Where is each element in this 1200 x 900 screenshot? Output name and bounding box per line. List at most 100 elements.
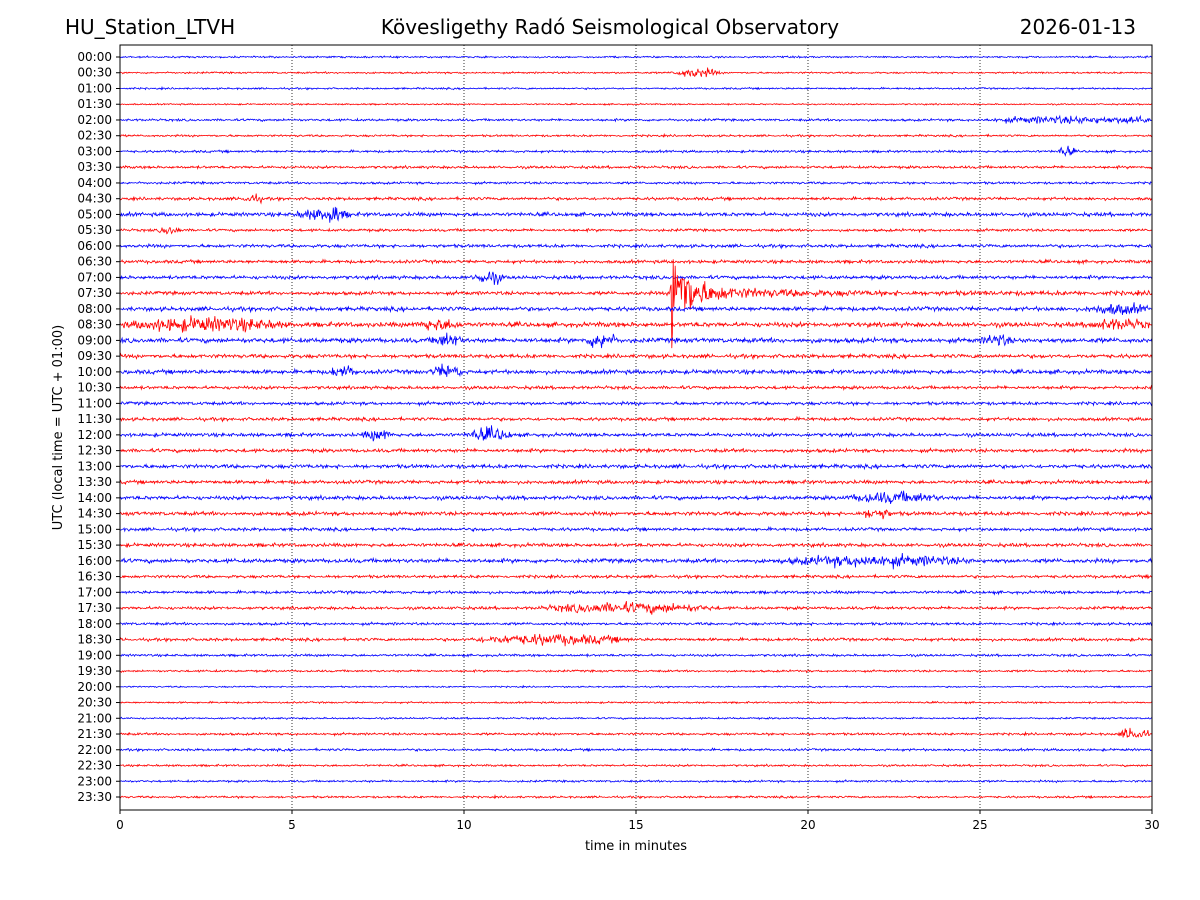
row-label: 00:00 xyxy=(77,50,112,64)
row-label: 06:30 xyxy=(77,255,112,269)
row-label: 12:00 xyxy=(77,428,112,442)
row-label: 04:00 xyxy=(77,176,112,190)
trace-2200 xyxy=(119,747,1153,753)
row-label: 22:00 xyxy=(77,743,112,757)
trace-0830 xyxy=(120,315,1153,333)
trace-0600 xyxy=(119,242,1153,250)
trace-2030 xyxy=(119,700,1153,705)
x-tick-label: 30 xyxy=(1144,818,1159,832)
row-label: 08:30 xyxy=(77,318,112,332)
x-tick-label: 5 xyxy=(288,818,296,832)
trace-0700 xyxy=(119,271,1153,285)
trace-1500 xyxy=(119,526,1153,533)
row-label: 23:00 xyxy=(77,774,112,788)
row-label: 05:00 xyxy=(77,207,112,221)
row-label: 12:30 xyxy=(77,444,112,458)
trace-1830 xyxy=(119,633,1153,647)
trace-1130 xyxy=(119,415,1153,423)
chart-title: Kövesligethy Radó Seismological Observat… xyxy=(380,15,840,39)
row-label: 14:00 xyxy=(77,491,112,505)
row-label: 11:00 xyxy=(77,396,112,410)
trace-0500 xyxy=(119,206,1153,223)
x-axis-label: time in minutes xyxy=(585,839,687,854)
trace-0730 xyxy=(119,259,1153,349)
row-label: 20:00 xyxy=(77,680,112,694)
row-label: 01:00 xyxy=(77,81,112,95)
trace-1600 xyxy=(120,552,1153,570)
trace-1430 xyxy=(119,509,1153,520)
trace-0030 xyxy=(119,67,1153,78)
x-tick-label: 0 xyxy=(116,818,124,832)
trace-1400 xyxy=(119,490,1153,504)
trace-1100 xyxy=(119,400,1153,408)
trace-0100 xyxy=(119,85,1153,91)
trace-1900 xyxy=(119,652,1153,658)
trace-1300 xyxy=(119,462,1153,471)
trace-2300 xyxy=(119,778,1153,784)
trace-1000 xyxy=(120,363,1152,378)
trace-0330 xyxy=(119,164,1153,170)
row-label: 02:00 xyxy=(77,113,112,127)
trace-1800 xyxy=(119,621,1153,627)
trace-0530 xyxy=(119,226,1153,235)
trace-1700 xyxy=(119,589,1153,596)
trace-1230 xyxy=(119,447,1153,455)
x-tick-label: 10 xyxy=(456,818,471,832)
row-label: 04:30 xyxy=(77,192,112,206)
trace-2100 xyxy=(119,716,1153,721)
row-label: 13:00 xyxy=(77,459,112,473)
trace-1200 xyxy=(119,425,1153,442)
trace-1030 xyxy=(119,384,1153,391)
trace-1730 xyxy=(119,600,1153,615)
row-label: 05:30 xyxy=(77,223,112,237)
row-label: 03:30 xyxy=(77,160,112,174)
trace-0800 xyxy=(119,302,1153,316)
row-label: 17:30 xyxy=(77,601,112,615)
trace-1330 xyxy=(119,478,1153,486)
row-label: 02:30 xyxy=(77,129,112,143)
trace-0200 xyxy=(119,114,1153,125)
row-label: 09:00 xyxy=(77,333,112,347)
trace-2330 xyxy=(119,793,1153,800)
row-label: 09:30 xyxy=(77,349,112,363)
row-label: 00:30 xyxy=(77,66,112,80)
row-label: 22:30 xyxy=(77,759,112,773)
row-label: 18:00 xyxy=(77,617,112,631)
trace-2130 xyxy=(119,727,1153,738)
x-tick-label: 25 xyxy=(972,818,987,832)
trace-0300 xyxy=(119,145,1153,158)
row-label: 19:00 xyxy=(77,648,112,662)
row-label: 10:30 xyxy=(77,381,112,395)
row-label: 21:00 xyxy=(77,711,112,725)
station-label: HU_Station_LTVH xyxy=(65,15,236,39)
row-label: 20:30 xyxy=(77,696,112,710)
row-label: 06:00 xyxy=(77,239,112,253)
row-label: 07:30 xyxy=(77,286,112,300)
trace-0930 xyxy=(119,352,1153,361)
x-tick-label: 15 xyxy=(628,818,643,832)
row-label: 07:00 xyxy=(77,270,112,284)
trace-2230 xyxy=(119,763,1153,768)
trace-0900 xyxy=(119,332,1153,349)
x-tick-label: 20 xyxy=(800,818,815,832)
trace-0000 xyxy=(119,54,1153,60)
row-label: 10:00 xyxy=(77,365,112,379)
row-label: 16:00 xyxy=(77,554,112,568)
row-label: 23:30 xyxy=(77,790,112,804)
trace-1530 xyxy=(119,541,1153,549)
trace-1630 xyxy=(120,573,1153,580)
trace-2000 xyxy=(119,684,1153,689)
row-label: 16:30 xyxy=(77,570,112,584)
y-axis-label: UTC (local time = UTC + 01:00) xyxy=(51,325,66,530)
row-label: 01:30 xyxy=(77,97,112,111)
trace-0400 xyxy=(119,180,1152,186)
row-label: 13:30 xyxy=(77,475,112,489)
row-label: 21:30 xyxy=(77,727,112,741)
trace-0130 xyxy=(119,102,1153,107)
row-label: 14:30 xyxy=(77,507,112,521)
date-label: 2026-01-13 xyxy=(1019,15,1136,39)
trace-0630 xyxy=(119,258,1153,266)
trace-0430 xyxy=(119,193,1153,205)
row-label: 03:00 xyxy=(77,144,112,158)
